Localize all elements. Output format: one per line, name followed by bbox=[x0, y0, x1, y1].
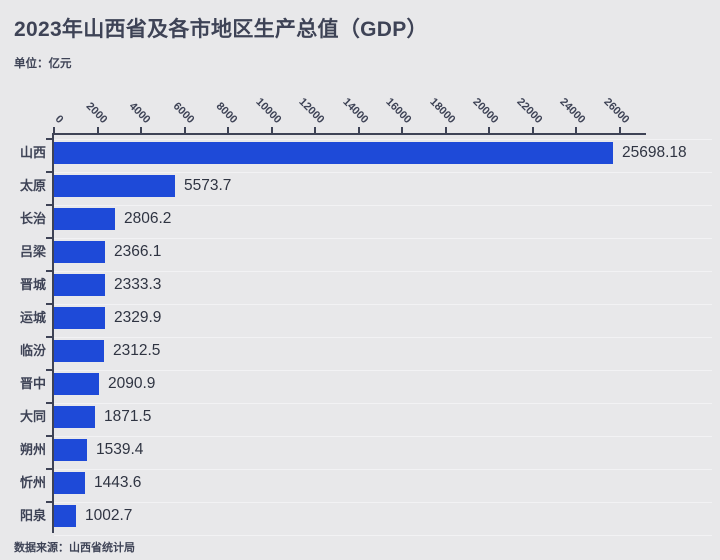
gdp-bar-0 bbox=[54, 142, 613, 164]
x-axis-tick-label: 24000 bbox=[557, 95, 588, 126]
x-axis-tick-label: 12000 bbox=[296, 95, 327, 126]
row-separator-line bbox=[54, 139, 712, 140]
x-axis-tick bbox=[53, 127, 55, 133]
data-source-label: 数据来源：山西省统计局 bbox=[14, 542, 135, 554]
y-axis-tick bbox=[46, 369, 52, 371]
category-label: 临汾 bbox=[19, 343, 46, 358]
bar-value-label: 2312.5 bbox=[113, 342, 161, 359]
category-label: 太原 bbox=[19, 178, 46, 193]
unit-label: 单位：亿元 bbox=[14, 58, 72, 70]
x-axis-tick-label: 0 bbox=[52, 113, 66, 126]
x-axis-tick bbox=[227, 127, 229, 133]
row-separator-line bbox=[54, 304, 712, 305]
x-axis-tick bbox=[531, 127, 534, 133]
y-axis-tick bbox=[46, 402, 52, 404]
bar-value-label: 1443.6 bbox=[94, 474, 142, 491]
gdp-bar-4 bbox=[54, 274, 105, 296]
row-separator-line bbox=[54, 370, 712, 371]
y-axis-tick bbox=[46, 336, 52, 338]
row-separator-line bbox=[54, 238, 712, 239]
x-axis-tick-label: 14000 bbox=[339, 95, 370, 126]
row-separator-line bbox=[54, 172, 712, 173]
category-label: 运城 bbox=[19, 310, 46, 325]
x-axis-line bbox=[54, 133, 646, 135]
category-label: 晋中 bbox=[19, 376, 46, 391]
x-axis-tick bbox=[401, 127, 403, 133]
category-label: 吕梁 bbox=[19, 244, 46, 259]
row-separator-line bbox=[54, 205, 712, 206]
x-axis-tick bbox=[488, 127, 490, 133]
y-axis-tick bbox=[46, 204, 52, 206]
bar-value-label: 2090.9 bbox=[108, 375, 156, 392]
row-separator-line bbox=[54, 436, 712, 437]
gdp-bar-9 bbox=[54, 439, 87, 461]
x-axis-tick bbox=[314, 127, 316, 133]
category-label: 大同 bbox=[19, 409, 46, 424]
y-axis-tick bbox=[46, 468, 52, 470]
category-label: 长治 bbox=[19, 211, 46, 226]
x-axis-tick-label: 6000 bbox=[170, 100, 196, 126]
bar-value-label: 5573.7 bbox=[184, 177, 232, 194]
category-label: 山西 bbox=[19, 145, 46, 160]
x-axis-tick bbox=[183, 127, 186, 133]
x-axis-tick bbox=[618, 127, 621, 133]
x-axis-tick bbox=[270, 127, 273, 133]
row-separator-line bbox=[54, 403, 712, 404]
category-label: 忻州 bbox=[19, 475, 46, 490]
bar-value-label: 2806.2 bbox=[124, 210, 172, 227]
x-axis-tick bbox=[140, 127, 142, 133]
gdp-bar-2 bbox=[54, 208, 115, 230]
gdp-bar-6 bbox=[54, 340, 104, 362]
bar-value-label: 1002.7 bbox=[85, 507, 133, 524]
bar-value-label: 1539.4 bbox=[96, 441, 144, 458]
x-axis-tick bbox=[357, 127, 360, 133]
gdp-bar-7 bbox=[54, 373, 99, 395]
category-label: 朔州 bbox=[19, 442, 46, 457]
bar-value-label: 2366.1 bbox=[114, 243, 162, 260]
x-axis-tick bbox=[96, 127, 99, 133]
y-axis-tick bbox=[46, 501, 52, 503]
gdp-bar-10 bbox=[54, 472, 85, 494]
bar-value-label: 2329.9 bbox=[114, 309, 162, 326]
gdp-bar-1 bbox=[54, 175, 175, 197]
row-separator-line bbox=[54, 469, 712, 470]
x-axis-tick bbox=[575, 127, 577, 133]
y-axis-tick bbox=[46, 270, 52, 272]
x-axis-tick-label: 22000 bbox=[513, 95, 544, 126]
x-axis-tick-label: 16000 bbox=[383, 95, 414, 126]
bar-value-label: 2333.3 bbox=[114, 276, 162, 293]
row-separator-line bbox=[54, 337, 712, 338]
x-axis-tick-label: 2000 bbox=[83, 100, 109, 126]
category-label: 阳泉 bbox=[19, 508, 46, 523]
gdp-bar-5 bbox=[54, 307, 105, 329]
row-separator-line bbox=[54, 271, 712, 272]
x-axis-tick-label: 26000 bbox=[600, 95, 631, 126]
x-axis-tick-label: 8000 bbox=[213, 100, 240, 126]
y-axis-tick bbox=[46, 435, 52, 437]
y-axis-tick bbox=[46, 303, 52, 305]
bar-value-label: 25698.18 bbox=[622, 144, 687, 161]
chart-title: 2023年山西省及各市地区生产总值（GDP） bbox=[14, 18, 428, 41]
category-label: 晋城 bbox=[19, 277, 46, 292]
y-axis-line bbox=[52, 133, 54, 533]
x-axis-tick-label: 18000 bbox=[426, 95, 457, 126]
row-separator-line bbox=[54, 502, 712, 503]
gdp-bar-11 bbox=[54, 505, 76, 527]
bar-value-label: 1871.5 bbox=[104, 408, 152, 425]
y-axis-tick bbox=[46, 138, 52, 140]
x-axis-tick-label: 4000 bbox=[126, 100, 153, 126]
y-axis-tick bbox=[46, 171, 52, 173]
gdp-bar-3 bbox=[54, 241, 105, 263]
y-axis-tick bbox=[46, 237, 52, 239]
row-separator-line bbox=[54, 535, 712, 536]
x-axis-tick bbox=[444, 127, 447, 133]
x-axis-tick-label: 10000 bbox=[252, 95, 283, 126]
x-axis-tick-label: 20000 bbox=[470, 95, 501, 126]
gdp-bar-8 bbox=[54, 406, 95, 428]
